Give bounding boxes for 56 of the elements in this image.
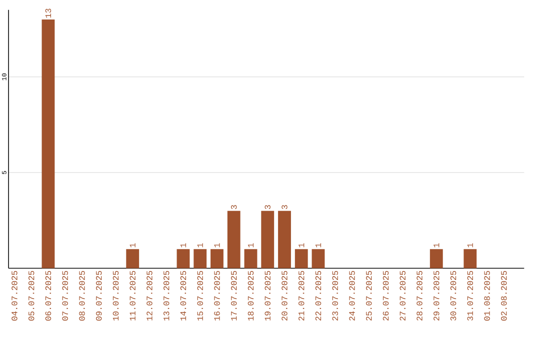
data-label: 1 [298, 243, 304, 248]
bar [294, 249, 308, 268]
x-tick-label: 29.07.2025 [434, 271, 440, 321]
x-tick-label: 23.07.2025 [332, 271, 338, 321]
x-tick-label: 09.07.2025 [96, 271, 102, 321]
data-label: 3 [264, 205, 270, 210]
data-label: 1 [214, 243, 220, 248]
bar [464, 249, 477, 268]
data-label: 1 [248, 243, 254, 248]
x-tick-label: 12.07.2025 [146, 271, 152, 321]
bar [210, 249, 224, 268]
x-tick-label: 17.07.2025 [230, 271, 237, 321]
x-tick-label: 30.07.2025 [450, 271, 456, 321]
bar [244, 249, 258, 268]
x-tick-label: 19.07.2025 [264, 271, 270, 321]
x-tick-label: 24.07.2025 [349, 271, 355, 321]
data-label: 1 [467, 243, 473, 248]
x-tick-label: 28.07.2025 [416, 271, 422, 321]
x-tick-label: 20.07.2025 [282, 271, 288, 321]
x-tick-label: 27.07.2025 [400, 271, 406, 321]
x-tick-label: 15.07.2025 [197, 271, 203, 321]
data-label: 1 [197, 243, 203, 248]
x-tick-label: 04.07.2025 [12, 271, 18, 321]
bar [227, 210, 240, 268]
data-label: 1 [434, 243, 440, 248]
data-label: 1 [180, 243, 186, 248]
x-tick-label: 21.07.2025 [298, 271, 304, 321]
bar [126, 249, 140, 268]
bar [176, 249, 190, 268]
x-tick-label: 10.07.2025 [112, 271, 119, 321]
x-tick-label: 26.07.2025 [382, 271, 389, 321]
data-label: 3 [230, 205, 237, 210]
bar [42, 20, 55, 268]
x-tick-label: 08.07.2025 [79, 271, 85, 321]
x-tick-label: 18.07.2025 [248, 271, 254, 321]
x-tick-label: 13.07.2025 [163, 271, 170, 321]
x-tick-label: 06.07.2025 [45, 271, 52, 321]
x-tick-label: 16.07.2025 [214, 271, 220, 321]
x-tick-label: 07.07.2025 [62, 271, 68, 321]
data-label: 1 [315, 243, 322, 248]
bar [278, 210, 291, 268]
x-tick-label: 02.08.2025 [501, 271, 507, 321]
bar [194, 249, 207, 268]
x-tick-label: 05.07.2025 [28, 271, 34, 321]
bar [261, 210, 274, 268]
x-tick-label: 01.08.2025 [484, 271, 490, 321]
bar [312, 249, 325, 268]
x-tick-label: 25.07.2025 [366, 271, 372, 321]
x-tick-label: 11.07.2025 [130, 271, 136, 321]
x-tick-label: 31.07.2025 [467, 271, 474, 321]
data-label: 13 [45, 8, 52, 18]
x-tick-label: 14.07.2025 [180, 271, 186, 321]
bar [430, 249, 443, 268]
data-label: 3 [282, 205, 288, 210]
data-label: 1 [130, 243, 136, 248]
x-tick-label: 22.07.2025 [315, 271, 322, 321]
